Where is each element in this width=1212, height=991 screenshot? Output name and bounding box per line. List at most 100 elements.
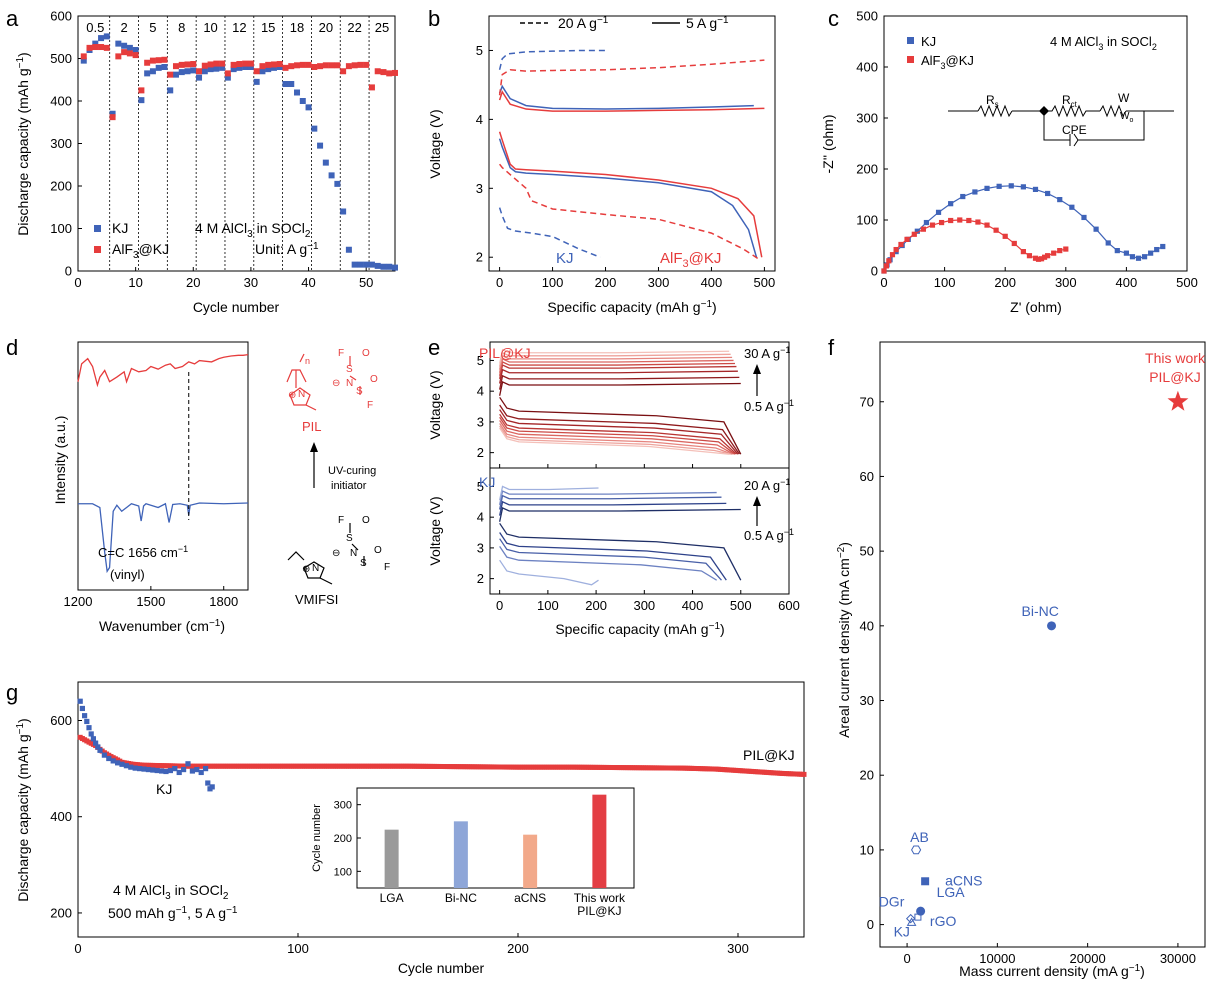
pil-spectrum [77,353,249,388]
alf3kj-point [1057,248,1063,254]
panel-g-electrolyte-note: 4 M AlCl3 in SOCl2 [113,882,229,902]
kj-point [288,81,295,87]
inset-bar [523,834,538,888]
kj-point [923,219,930,226]
alf3kj-point [294,62,301,69]
kj-point [948,201,954,207]
kj-point [984,185,990,191]
charge-curve [499,361,735,376]
point-label-dgr: DGr [879,894,905,910]
alf3kj-point [351,62,358,69]
x-tick-label: 30 [244,275,258,290]
vmifsi-label: VMIFSI [295,592,338,607]
pil-n-ring: N [298,389,305,400]
alf3kj-point [948,217,954,224]
vinyl-label: (vinyl) [110,567,145,582]
pil-s1: S [346,364,353,375]
pil-structure [286,353,361,411]
y-tick-label: 400 [50,809,72,824]
curve-kj-5-a-g-1-discharge [498,138,758,258]
x-tick-label: 100 [934,275,956,290]
panel-d-spectra [77,353,249,574]
kj-point [106,755,112,762]
y-tick-label: 600 [50,9,72,24]
x-tick-label: 400 [1116,275,1138,290]
rate-label: 8 [178,20,185,35]
label-alf3kj: AlF3@KJ [660,250,721,270]
alf3kj-point [282,64,289,71]
kj-point [132,765,138,771]
rate-labels: 0.5 2 5 8 10 12 15 18 20 22 25 [86,20,389,35]
legend-kj-label: KJ [921,34,936,49]
panel-f-axes: 0 10000 20000 30000 0 10 20 30 40 50 60 70 [860,394,1196,966]
kj-point [1129,254,1136,260]
kj-point [236,64,243,71]
x-tick-label: 1500 [136,594,165,609]
y-tick-label: 5 [476,43,483,58]
panel-b-xlabel: Specific capacity (mAh g−1) [547,299,716,315]
inset-y-tick-label: 100 [334,866,352,878]
vmifsi-minus: ⊖ [332,548,340,559]
alf3kj-point [201,62,208,69]
panel-f-letter: f [828,335,835,360]
panel-g-points [77,698,807,792]
y-tick-label: 100 [856,213,878,228]
alf3kj-point [305,61,312,68]
point-label-ab: AB [910,829,929,845]
circuit-rct: Rct [1062,93,1078,109]
panel-a-points [80,33,398,271]
panel-e-axes: 2 3 4 5 0 100 200 300 400 500 600 2 3 4 5 [477,353,800,613]
panel-c-ylabel: -Z'' (ohm) [820,114,836,173]
panel-e-bottom-frame [489,467,790,595]
kj-point [80,57,87,64]
alf3kj-point [363,61,370,68]
rate-label: 12 [232,20,246,35]
legend-kj-marker [94,225,101,232]
legend-alf3kj-label: AlF3@KJ [921,53,974,71]
discharge-curve [499,427,730,455]
y-tick-label: 4 [477,510,484,525]
kj-point [996,183,1002,189]
inset-category-label: PIL@KJ [577,904,621,918]
x-tick-label: 200 [994,275,1016,290]
y-tick-label: 5 [477,353,484,368]
point-kj [906,917,917,926]
inset-y-tick-label: 200 [334,833,352,845]
kj-point [1008,183,1014,189]
x-tick-label: 0 [74,275,81,290]
alf3kj-point [132,52,139,59]
alf3kj-point [276,61,283,68]
alf3kj-point [121,49,128,56]
inset-axes: 100 200 300 [334,800,361,878]
charge-curve [499,374,740,390]
y-tick-label: 400 [50,94,72,109]
alf3kj-point [259,63,266,70]
panel-b-axes: 0 100 200 300 400 500 2 3 4 5 [476,43,775,290]
alf3kj-point [213,60,220,67]
alf3kj-line [883,219,1066,272]
point-label-kj: KJ [894,923,910,939]
charge-curve [499,381,741,396]
x-tick-label: 50 [359,275,373,290]
kj-point [282,81,289,87]
kj-point [224,74,231,81]
y-tick-label: 0 [867,917,874,932]
kj-point [196,74,203,81]
rate-label: 0.5 [86,20,104,35]
panel-f: f 0 10000 20000 30000 0 10 20 30 40 50 60 70 Bi-NC A… [828,335,1206,979]
kj-point [972,189,978,195]
kj-point [79,705,85,712]
alf3kj-point [334,62,341,69]
kj-point [141,766,147,772]
y-tick-label: 60 [860,469,874,484]
alf3kj-point [1020,249,1026,255]
curve-kj-20-a-g-1-discharge [498,207,601,258]
alf3kj-point [242,60,249,67]
alf3kj-point [1041,254,1048,260]
y-tick-label: 400 [856,60,878,75]
kj-point [126,44,133,51]
alf3kj-point [1026,253,1033,259]
kj-point [176,769,182,776]
